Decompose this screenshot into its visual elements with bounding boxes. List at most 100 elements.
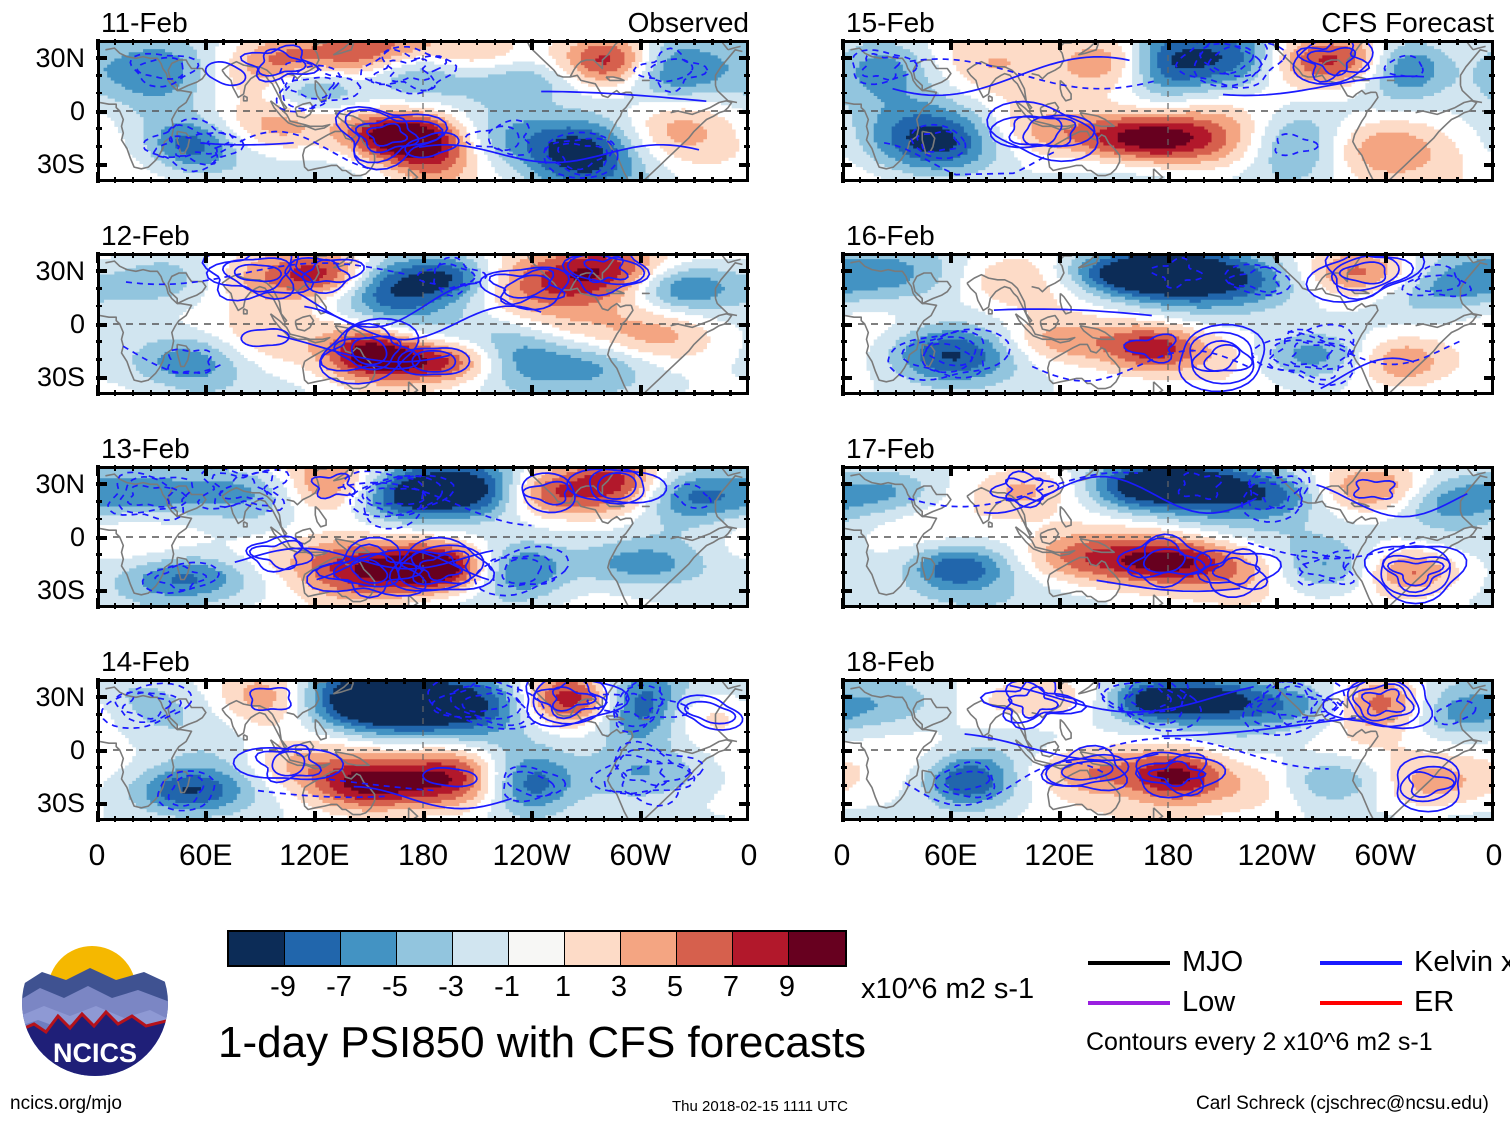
map-panel-13-feb[interactable] xyxy=(97,466,749,608)
footer-website: ncics.org/mjo xyxy=(10,1093,122,1114)
colorbar-bin-3 xyxy=(397,932,453,965)
map-panel-11-feb[interactable] xyxy=(97,40,749,182)
colorbar-tick-3: 3 xyxy=(610,971,628,1003)
y-axis-tick-30n: 30N xyxy=(35,255,85,286)
colorbar-unit-label: x10^6 m2 s-1 xyxy=(861,973,1035,1005)
page-title: 1-day PSI850 with CFS forecasts xyxy=(218,1018,867,1067)
panel-date-label-12-feb: 12-Feb xyxy=(101,220,190,251)
logo-red-ridge xyxy=(22,1009,168,1076)
colorbar-tick-minus3: -3 xyxy=(438,971,464,1003)
y-axis-tick-0: 0 xyxy=(69,309,85,339)
x-axis-tick-60w-left: 60W xyxy=(609,839,672,872)
legend-swatch-line xyxy=(1320,960,1402,965)
column-header-observed: Observed xyxy=(627,7,749,38)
x-axis-tick-120w-right: 120W xyxy=(1237,839,1316,872)
colorbar-bin-1 xyxy=(285,932,341,965)
legend-label: MJO xyxy=(1182,946,1244,978)
colorbar-tick-minus9: -9 xyxy=(270,971,296,1003)
y-axis-tick-30s: 30S xyxy=(36,788,85,819)
coastlines xyxy=(100,43,743,179)
panel-date-label-16-feb: 16-Feb xyxy=(846,220,935,251)
kelvin-wave-contours xyxy=(100,682,744,812)
colorbar-tick-minus5: -5 xyxy=(382,971,408,1003)
x-axis-tick-120e-left: 120E xyxy=(279,839,350,872)
legend-item-er[interactable]: ER xyxy=(1320,988,1454,1017)
y-axis-tick-30n: 30N xyxy=(35,468,85,499)
colorbar-bin-7 xyxy=(621,932,677,965)
contour-interval-note: Contours every 2 x10^6 m2 s-1 xyxy=(1086,1028,1433,1056)
colorbar-bin-5 xyxy=(509,932,565,965)
kelvin-wave-contours xyxy=(908,469,1468,605)
colorbar-bin-9 xyxy=(733,932,789,965)
kelvin-wave-contours xyxy=(107,469,712,599)
legend-label: Low xyxy=(1182,986,1236,1018)
coastlines xyxy=(845,682,1488,818)
footer-timestamp: Thu 2018-02-15 1111 UTC xyxy=(672,1098,848,1115)
colorbar-tick-minus7: -7 xyxy=(326,971,352,1003)
colorbar-bin-8 xyxy=(677,932,733,965)
panel-date-label-11-feb: 11-Feb xyxy=(101,7,188,38)
kelvin-wave-contours xyxy=(851,43,1425,176)
kelvin-wave-contours xyxy=(887,256,1473,392)
legend-item-mjo[interactable]: MJO xyxy=(1088,948,1243,977)
legend-swatch-line xyxy=(1088,1000,1170,1005)
x-axis-tick-180-left: 180 xyxy=(397,839,449,872)
colorbar-bin-0 xyxy=(229,932,285,965)
ncics-logo: NCICS xyxy=(20,928,170,1078)
kelvin-wave-contours xyxy=(129,44,709,179)
coastlines xyxy=(845,469,1488,605)
ncics-logo-graphic: NCICS xyxy=(22,930,168,1076)
x-axis-tick-120w-left: 120W xyxy=(492,839,571,872)
y-axis-tick-30s: 30S xyxy=(36,149,85,180)
colorbar-tick-7: 7 xyxy=(722,971,740,1003)
x-axis-tick-60w-right: 60W xyxy=(1354,839,1417,872)
panel-date-label-17-feb: 17-Feb xyxy=(846,433,935,464)
y-axis-tick-0: 0 xyxy=(69,735,85,765)
colorbar-bin-4 xyxy=(453,932,509,965)
coastlines xyxy=(100,682,743,818)
map-panel-15-feb[interactable] xyxy=(842,40,1494,182)
x-axis-tick-120e-right: 120E xyxy=(1024,839,1095,872)
map-panel-17-feb[interactable] xyxy=(842,466,1494,608)
x-axis-tick-0-left: 0 xyxy=(88,839,106,872)
map-panel-14-feb[interactable] xyxy=(97,679,749,821)
legend-swatch-line xyxy=(1088,960,1170,965)
x-axis-tick-60e-right: 60E xyxy=(923,839,978,872)
y-axis-tick-30n: 30N xyxy=(35,42,85,73)
panel-date-label-14-feb: 14-Feb xyxy=(101,646,190,677)
map-panel-12-feb[interactable] xyxy=(97,253,749,395)
y-axis-tick-30n: 30N xyxy=(35,681,85,712)
colorbar-tick-1: 1 xyxy=(554,971,572,1003)
map-panel-18-feb[interactable] xyxy=(842,679,1494,821)
column-header-cfs-forecast: CFS Forecast xyxy=(1321,7,1494,38)
panel-date-label-18-feb: 18-Feb xyxy=(846,646,935,677)
y-axis-tick-30s: 30S xyxy=(36,362,85,393)
legend-label: Kelvin x2 xyxy=(1414,946,1510,978)
colorbar-bin-6 xyxy=(565,932,621,965)
colorbar-bin-2 xyxy=(341,932,397,965)
x-axis-tick-0-right: 0 xyxy=(1485,839,1503,872)
legend-item-kelvin-x2[interactable]: Kelvin x2 xyxy=(1320,948,1510,977)
y-axis-tick-0: 0 xyxy=(69,96,85,126)
legend-swatch-line xyxy=(1320,1000,1402,1005)
colorbar xyxy=(227,930,847,967)
x-axis-tick-60e-left: 60E xyxy=(178,839,233,872)
colorbar-bin-10 xyxy=(789,932,845,965)
map-panel-16-feb[interactable] xyxy=(842,253,1494,395)
legend-item-low[interactable]: Low xyxy=(1088,988,1235,1017)
kelvin-wave-contours xyxy=(904,682,1477,813)
x-axis-tick-0-left: 0 xyxy=(740,839,758,872)
x-axis-tick-0-right: 0 xyxy=(833,839,851,872)
colorbar-tick-minus1: -1 xyxy=(494,971,520,1003)
y-axis-tick-0: 0 xyxy=(69,522,85,552)
colorbar-tick-9: 9 xyxy=(778,971,796,1003)
footer-author: Carl Schreck (cjschrec@ncsu.edu) xyxy=(1196,1093,1489,1114)
colorbar-tick-5: 5 xyxy=(666,971,684,1003)
panel-date-label-15-feb: 15-Feb xyxy=(846,7,935,38)
panel-date-label-13-feb: 13-Feb xyxy=(101,433,190,464)
kelvin-wave-contours xyxy=(122,256,651,385)
logo-text: NCICS xyxy=(53,1038,137,1068)
x-axis-tick-180-right: 180 xyxy=(1142,839,1194,872)
y-axis-tick-30s: 30S xyxy=(36,575,85,606)
legend-label: ER xyxy=(1414,986,1455,1018)
